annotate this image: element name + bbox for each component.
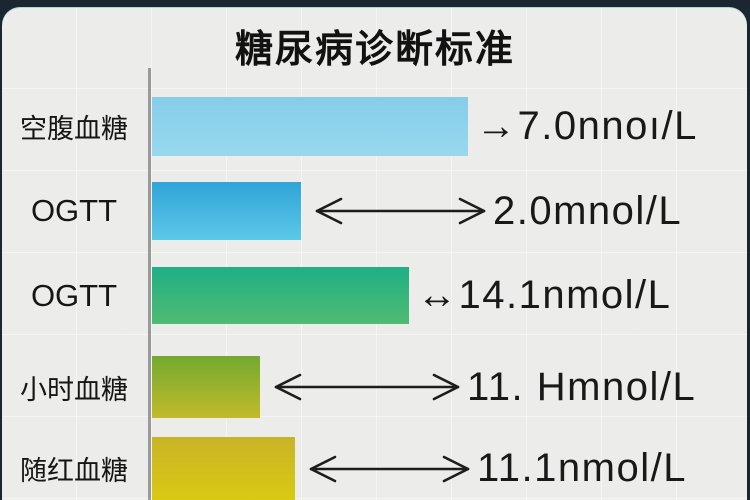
category-label: OGTT bbox=[30, 277, 118, 313]
value-label: 2.0mnol/L bbox=[493, 188, 683, 233]
bar bbox=[152, 356, 260, 418]
bar bbox=[152, 437, 295, 500]
value-label: 11.1nmol/L bbox=[477, 446, 687, 490]
y-axis-line bbox=[148, 68, 151, 500]
chart-row: 小时血糖 11. Hmnol/L bbox=[0, 356, 750, 418]
category-label: 空腹血糖 bbox=[20, 114, 128, 144]
chart-title: 糖尿病诊断标准 bbox=[234, 29, 515, 71]
category-label: 随红血糖 bbox=[20, 456, 128, 486]
double-arrow-icon bbox=[274, 373, 460, 401]
category-label: OGTT bbox=[30, 193, 118, 228]
value-label: →7.0nnoı/L bbox=[476, 104, 698, 148]
bar bbox=[152, 182, 301, 240]
chart-row: 随红血糖 11.1nmol/L bbox=[0, 437, 750, 500]
chart-row: 空腹血糖 →7.0nnoı/L bbox=[0, 97, 750, 156]
chart-row: OGTT 2.0mnol/L bbox=[0, 182, 750, 240]
bar bbox=[152, 267, 409, 324]
bar bbox=[152, 97, 468, 156]
value-label: ↔14.1nmol/L bbox=[417, 273, 672, 317]
category-label: 小时血糖 bbox=[20, 374, 128, 405]
value-label: 11. Hmnol/L bbox=[467, 364, 697, 409]
double-arrow-icon bbox=[315, 197, 486, 225]
chart-card bbox=[2, 7, 747, 500]
double-arrow-icon bbox=[309, 455, 470, 482]
chart-row: OGTT ↔14.1nmol/L bbox=[0, 267, 750, 324]
